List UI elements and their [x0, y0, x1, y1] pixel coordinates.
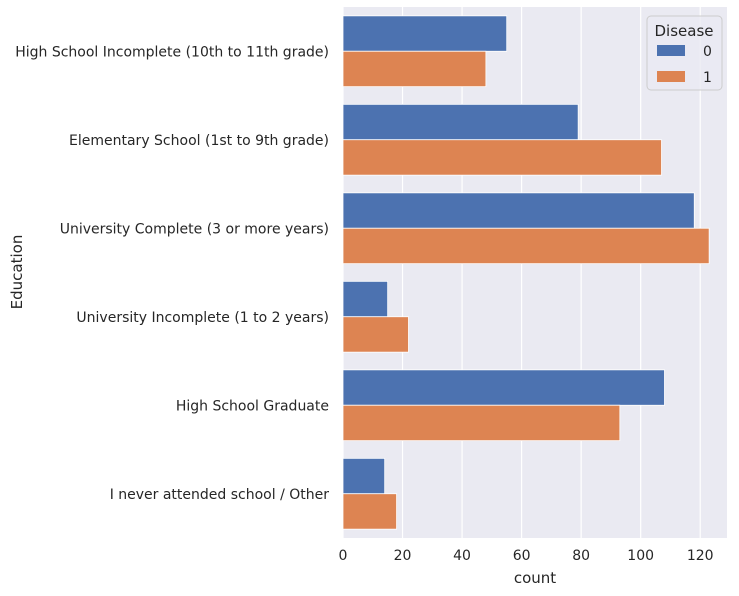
y-category-labels: High School Incomplete (10th to 11th gra… — [15, 44, 329, 503]
bar — [342, 369, 665, 406]
gridlines — [342, 7, 701, 538]
legend: Disease 0 1 — [646, 15, 723, 91]
bar — [342, 103, 579, 141]
x-tick-label: 40 — [453, 548, 471, 564]
legend-swatch — [657, 45, 685, 56]
x-tick-label: 0 — [339, 548, 348, 564]
bar — [342, 192, 695, 229]
bars — [342, 15, 710, 530]
x-tick-label: 20 — [394, 548, 412, 564]
y-category-label: I never attended school / Other — [110, 487, 330, 503]
bar — [342, 50, 487, 88]
y-category-label: University Incomplete (1 to 2 years) — [76, 310, 329, 326]
plot-background — [343, 7, 727, 538]
bar — [342, 493, 397, 530]
bar — [342, 280, 389, 318]
bar — [342, 457, 386, 495]
bar — [342, 316, 409, 353]
y-category-label: High School Graduate — [176, 398, 329, 414]
x-tick-label: 100 — [627, 548, 654, 564]
x-tick-labels: 0 20 40 60 80 100 120 — [339, 548, 714, 564]
bar — [342, 139, 662, 176]
y-category-label: Elementary School (1st to 9th grade) — [69, 133, 329, 149]
legend-label: 1 — [703, 70, 712, 86]
bar — [342, 15, 508, 52]
y-category-label: University Complete (3 or more years) — [60, 221, 329, 237]
bar — [342, 404, 621, 442]
legend-title: Disease — [655, 22, 714, 40]
y-axis-title: Education — [8, 235, 26, 310]
legend-swatch — [657, 71, 685, 82]
y-category-label: High School Incomplete (10th to 11th gra… — [15, 44, 329, 60]
bar — [342, 227, 710, 265]
x-tick-label: 60 — [513, 548, 531, 564]
legend-label: 0 — [703, 44, 712, 60]
x-axis-title: count — [514, 569, 556, 587]
x-tick-label: 120 — [687, 548, 714, 564]
x-tick-label: 80 — [572, 548, 590, 564]
